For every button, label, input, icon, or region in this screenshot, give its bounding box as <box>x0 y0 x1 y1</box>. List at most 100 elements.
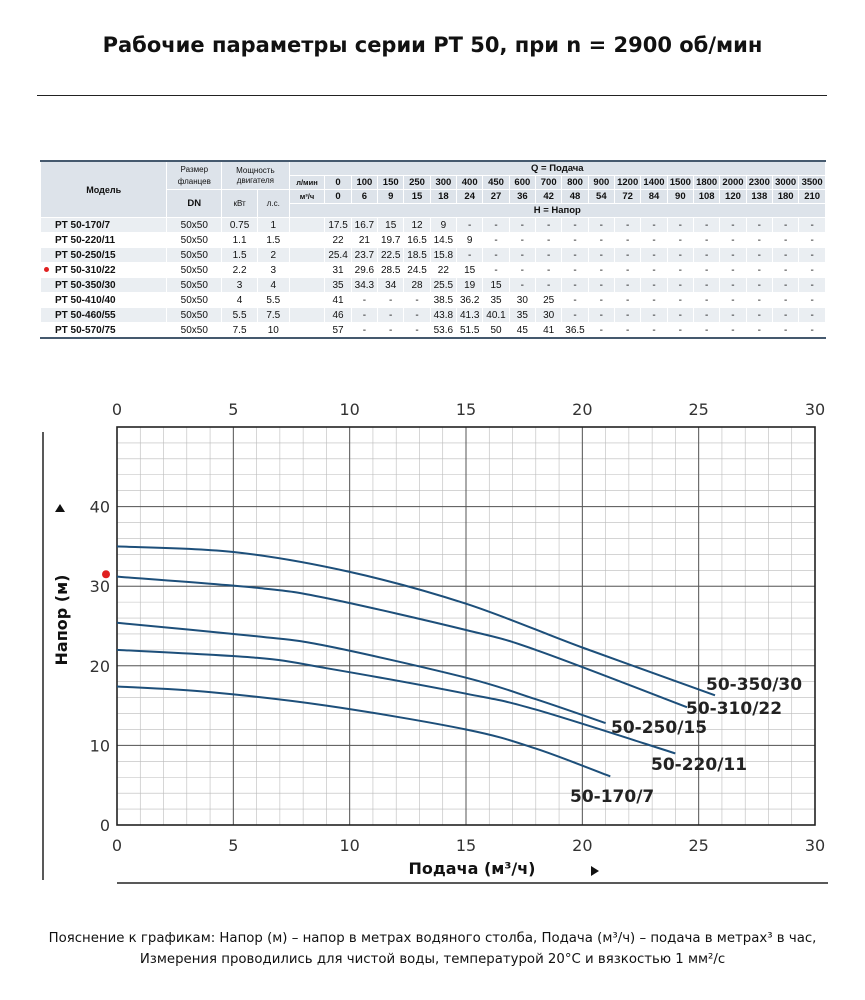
cell-head-value: - <box>613 217 642 233</box>
cell-head-value-text: 15 <box>464 264 476 276</box>
cell-head-value-text: 34.3 <box>354 279 375 291</box>
x-tick-label-top: 15 <box>456 400 476 419</box>
cell-head-value-text: - <box>547 279 551 291</box>
header-lmin-1: 100 <box>350 175 379 190</box>
cell-head-value: - <box>640 322 668 339</box>
cell-hp-text: 1.5 <box>266 234 281 246</box>
cell-unit-spacer <box>288 232 326 248</box>
cell-head-value: - <box>403 322 431 339</box>
y-tick-label: 30 <box>90 577 110 596</box>
cell-head-value: 41.3 <box>456 307 484 323</box>
cell-head-value-text: - <box>625 234 630 246</box>
series-label-50-350-30: 50-350/30 <box>706 675 802 695</box>
y-tick-label: 40 <box>90 498 110 517</box>
cell-head-value-text: 25.5 <box>433 279 454 291</box>
cell-head-value-text: 16.5 <box>407 234 427 246</box>
cell-hp-text: 5.5 <box>266 294 281 306</box>
table-row: PT 50-410/40 50x50 4 5.5 41 - - - 38.5 36.2 35 30 25… <box>39 292 826 308</box>
cell-head-value-text: - <box>731 249 735 261</box>
cell-head-value: - <box>613 322 642 339</box>
cell-head-value: - <box>640 307 668 323</box>
cell-head-value-text: - <box>783 324 788 336</box>
cell-head-value: - <box>640 247 668 263</box>
cell-head-value: - <box>771 217 800 233</box>
cell-dn: 50x50 <box>166 307 223 323</box>
cell-head-value-text: - <box>625 294 630 306</box>
series-label-50-250-15: 50-250/15 <box>611 718 707 738</box>
cell-head-value-text: - <box>731 219 735 231</box>
cell-head-value-text: - <box>810 324 814 336</box>
cell-head-value: 51.5 <box>456 322 484 339</box>
series-label-50-310-22: 50-310/22 <box>686 699 782 719</box>
cell-head-value: - <box>692 322 721 339</box>
cell-head-value: - <box>798 322 826 339</box>
cell-head-value: - <box>666 232 694 248</box>
cell-head-value: - <box>350 322 379 339</box>
cell-head-value: - <box>535 232 563 248</box>
cell-head-value-text: - <box>810 279 814 291</box>
cell-head-value: - <box>640 262 668 278</box>
cell-head-value-text: - <box>757 234 761 246</box>
cell-head-value-text: 41.3 <box>459 309 480 321</box>
cell-dn-text: 50x50 <box>180 279 208 291</box>
cell-head-value-text: - <box>731 234 735 246</box>
cell-head-value: - <box>613 247 642 263</box>
cell-head-value: - <box>692 262 721 278</box>
cell-head-value: - <box>535 262 563 278</box>
cell-kw: 2.2 <box>221 262 258 278</box>
header-unit-m3h: м³/ч <box>288 189 326 204</box>
cell-head-value: 22 <box>324 232 352 248</box>
header-power-kw: кВт <box>221 189 258 218</box>
header-m3h-14: 108 <box>692 189 721 204</box>
cell-head-value: 19 <box>456 277 484 293</box>
cell-head-value-text: - <box>494 219 498 231</box>
cell-head-value-text: - <box>704 249 709 261</box>
cell-head-value-text: 14.5 <box>433 234 454 246</box>
cell-head-value-text: - <box>704 234 709 246</box>
cell-head-value: - <box>771 307 800 323</box>
cell-hp-text: 4 <box>270 279 277 291</box>
cell-head-value: 34.3 <box>350 277 379 293</box>
cell-hp-text: 1 <box>270 219 277 231</box>
cell-head-value: - <box>587 277 616 293</box>
cell-head-value-text: - <box>704 309 709 321</box>
cell-head-value-text: 50 <box>490 324 502 336</box>
cell-head-value: - <box>798 277 826 293</box>
cell-head-value-text: - <box>731 264 735 276</box>
cell-head-value-text: - <box>573 309 577 321</box>
parameters-table: Модель Размер фланцев Мощность двигателя … <box>39 160 827 339</box>
cell-unit-spacer <box>288 292 326 308</box>
cell-head-value: - <box>719 232 747 248</box>
cell-head-value: - <box>692 307 721 323</box>
cell-head-value-text: 34 <box>385 279 397 291</box>
cell-head-value-text: 16.7 <box>354 219 375 231</box>
header-lmin-16: 2300 <box>745 175 773 190</box>
cell-head-value: - <box>798 247 826 263</box>
curve-50-170-7 <box>116 685 611 778</box>
cell-model-text: PT 50-570/75 <box>55 324 116 336</box>
cell-head-value: - <box>666 262 694 278</box>
table-row: PT 50-170/7 50x50 0.75 1 17.5 16.7 15 12 9 - - - - - -… <box>39 217 826 233</box>
cell-kw-text: 0.75 <box>229 219 250 231</box>
cell-model: PT 50-310/22 <box>39 262 168 278</box>
cell-head-value-text: 22 <box>437 264 449 276</box>
cell-head-value: - <box>508 247 537 263</box>
cell-unit-spacer <box>288 247 326 263</box>
cell-head-value: - <box>745 307 773 323</box>
cell-dn-text: 50x50 <box>180 249 208 261</box>
cell-head-value-text: 46 <box>332 309 344 321</box>
cell-head-value-text: - <box>678 309 682 321</box>
cell-head-value: - <box>692 217 721 233</box>
cell-head-value: 15 <box>377 217 405 233</box>
cell-head-value: 38.5 <box>429 292 458 308</box>
header-flange-dn: DN <box>166 189 223 218</box>
cell-head-value: - <box>719 292 747 308</box>
cell-head-value: - <box>508 232 537 248</box>
header-unit-lmin: л/мин <box>288 175 326 190</box>
chart-footnote: Пояснение к графикам: Напор (м) – напор … <box>0 928 865 970</box>
cell-head-value-text: 36.5 <box>565 324 585 336</box>
footnote-line-1: Пояснение к графикам: Напор (м) – напор … <box>48 931 817 946</box>
cell-kw-text: 5.5 <box>232 309 247 321</box>
cell-head-value: - <box>613 232 642 248</box>
header-lmin-3: 250 <box>403 175 431 190</box>
